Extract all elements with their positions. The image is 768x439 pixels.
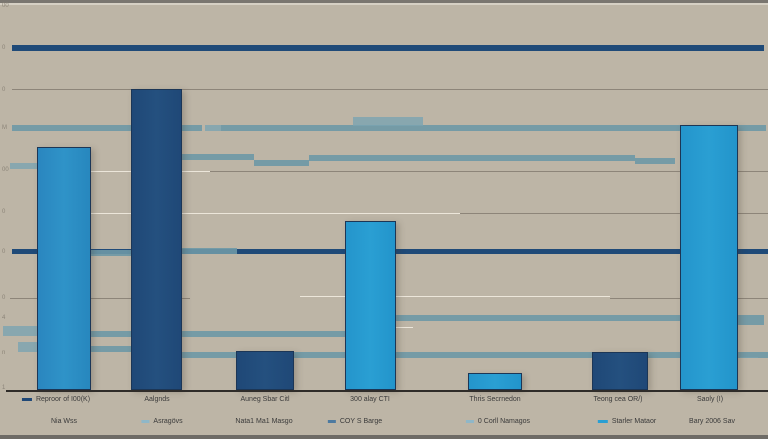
legend-item[interactable]: Bary 2006 Sav (689, 418, 735, 425)
x-label: Reproor of I00(K) (21, 396, 91, 403)
band (396, 315, 680, 321)
bar[interactable] (37, 147, 91, 390)
band (254, 160, 309, 166)
legend-item[interactable]: Asragövs (141, 418, 183, 425)
legend-swatch-icon (21, 398, 32, 401)
bar[interactable] (345, 221, 396, 390)
legend-label: COY S Barge (339, 418, 383, 425)
y-tick: 0 (2, 249, 6, 255)
band (12, 125, 202, 131)
y-tick: 4 (2, 315, 6, 321)
top-highlight (0, 3, 768, 5)
x-axis (6, 390, 768, 392)
legend-item[interactable]: Nia Wss (51, 418, 77, 425)
gridline (300, 296, 610, 297)
legend-item[interactable]: Nata1 Ma1 Masgo (235, 418, 292, 425)
x-label: Auneg Sbar Citl (240, 396, 290, 403)
legend-label: Asragövs (153, 418, 183, 425)
reference-line (12, 45, 764, 51)
band (182, 248, 237, 254)
band (182, 154, 254, 160)
band (221, 125, 766, 131)
gridline (50, 171, 210, 172)
legend-swatch-icon (141, 420, 150, 423)
y-tick: 0 (2, 209, 6, 215)
legend-label: Starler Mataor (611, 418, 657, 425)
y-tick: 00 (2, 3, 9, 9)
legend-label: Bary 2006 Sav (689, 418, 735, 425)
band (205, 125, 221, 131)
band (91, 346, 131, 352)
y-tick: n (2, 350, 6, 356)
band (309, 155, 635, 161)
legend-item[interactable]: Starler Mataor (597, 418, 657, 425)
x-label: 300 alay CTI (350, 396, 390, 403)
legend-label: Nia Wss (50, 418, 78, 425)
x-label: Teong cea OR/) (593, 396, 643, 403)
bar[interactable] (468, 373, 522, 390)
bar[interactable] (236, 351, 294, 390)
band (738, 352, 768, 358)
band (635, 158, 675, 164)
legend-item[interactable]: COY S Barge (327, 418, 383, 425)
band (10, 163, 38, 169)
band (648, 352, 680, 358)
legend-label: Nata1 Ma1 Masgo (235, 418, 293, 425)
bottom-border (0, 435, 768, 439)
y-tick: M (2, 125, 7, 131)
y-tick: 0 (2, 295, 6, 301)
legend-swatch-icon (327, 420, 336, 423)
gridline (10, 298, 190, 299)
band (91, 331, 345, 337)
gridline (12, 89, 768, 90)
band (396, 352, 592, 358)
bar[interactable] (592, 352, 648, 390)
bar[interactable] (131, 89, 182, 390)
y-tick: 1 (2, 385, 6, 391)
legend-item[interactable]: 0 Corll Namagos (465, 418, 531, 425)
band (294, 352, 346, 358)
band (182, 352, 237, 358)
gridline (90, 213, 460, 214)
x-label: Saoly (I) (696, 396, 724, 403)
y-tick: 0 (2, 87, 6, 93)
x-label: Thris Secrnedon (469, 396, 521, 403)
legend-label: 0 Corll Namagos (477, 418, 531, 425)
x-label-text: Reproor of I00(K) (35, 396, 91, 403)
band (18, 342, 38, 352)
band (91, 250, 131, 256)
gridline (395, 327, 413, 328)
band (3, 326, 37, 336)
band (353, 117, 423, 126)
legend-swatch-icon (597, 420, 608, 423)
y-tick: 00 (2, 167, 9, 173)
legend-swatch-icon (465, 420, 474, 423)
band (738, 315, 764, 325)
y-tick: 0 (2, 45, 6, 51)
bar[interactable] (680, 125, 738, 390)
x-label: Aalgnds (144, 396, 170, 403)
top-border (0, 0, 768, 3)
gridline (460, 213, 768, 214)
gridline (210, 171, 768, 172)
